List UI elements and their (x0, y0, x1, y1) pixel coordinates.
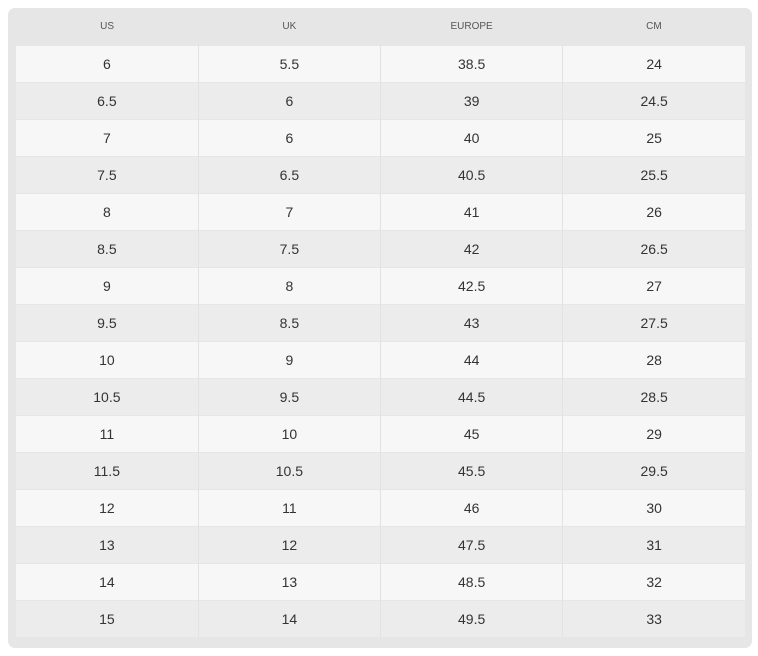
table-row: 10.5 9.5 44.5 28.5 (16, 378, 745, 416)
cell-uk: 6.5 (198, 156, 382, 194)
cell-uk: 9 (198, 341, 382, 379)
cell-cm: 25 (562, 119, 745, 157)
cell-us: 7.5 (16, 156, 199, 194)
cell-uk: 8.5 (198, 304, 382, 342)
header-cm: CM (646, 21, 662, 32)
header-europe: EUROPE (450, 21, 493, 32)
cell-us: 6.5 (16, 82, 199, 120)
cell-us: 8 (16, 193, 199, 231)
cell-uk: 13 (198, 563, 382, 601)
cell-us: 10.5 (16, 378, 199, 416)
cell-cm: 29.5 (562, 452, 745, 490)
table-row: 7 6 40 25 (16, 119, 745, 157)
cell-europe: 42.5 (380, 267, 564, 305)
table-row: 7.5 6.5 40.5 25.5 (16, 156, 745, 194)
cell-us: 7 (16, 119, 199, 157)
cell-us: 6 (16, 45, 199, 83)
table-row: 9.5 8.5 43 27.5 (16, 304, 745, 342)
table-row: 8.5 7.5 42 26.5 (16, 230, 745, 268)
cell-uk: 10 (198, 415, 382, 453)
cell-cm: 26.5 (562, 230, 745, 268)
cell-europe: 47.5 (380, 526, 564, 564)
cell-us: 10 (16, 341, 199, 379)
cell-cm: 32 (562, 563, 745, 601)
cell-cm: 28 (562, 341, 745, 379)
table-row: 8 7 41 26 (16, 193, 745, 231)
cell-us: 14 (16, 563, 199, 601)
cell-uk: 14 (198, 600, 382, 637)
table-row: 11 10 45 29 (16, 415, 745, 453)
cell-cm: 27.5 (562, 304, 745, 342)
table-row: 6 5.5 38.5 24 (16, 45, 745, 83)
cell-uk: 5.5 (198, 45, 382, 83)
cell-europe: 49.5 (380, 600, 564, 637)
table-row: 15 14 49.5 33 (16, 600, 745, 637)
table-row: 10 9 44 28 (16, 341, 745, 379)
cell-uk: 10.5 (198, 452, 382, 490)
size-chart-container: US UK EUROPE CM 6 5.5 38.5 24 6.5 6 39 24.5 7 6 40… (8, 8, 752, 648)
cell-uk: 7 (198, 193, 382, 231)
cell-cm: 31 (562, 526, 745, 564)
header-uk: UK (282, 21, 297, 32)
cell-europe: 48.5 (380, 563, 564, 601)
cell-cm: 24 (562, 45, 745, 83)
table-row: 14 13 48.5 32 (16, 563, 745, 601)
cell-europe: 40 (380, 119, 564, 157)
cell-europe: 38.5 (380, 45, 564, 83)
cell-europe: 42 (380, 230, 564, 268)
cell-uk: 11 (198, 489, 382, 527)
table-row: 6.5 6 39 24.5 (16, 82, 745, 120)
cell-cm: 30 (562, 489, 745, 527)
cell-uk: 6 (198, 82, 382, 120)
cell-us: 8.5 (16, 230, 199, 268)
cell-europe: 41 (380, 193, 564, 231)
cell-us: 9.5 (16, 304, 199, 342)
cell-uk: 12 (198, 526, 382, 564)
cell-cm: 24.5 (562, 82, 745, 120)
cell-us: 11.5 (16, 452, 199, 490)
cell-us: 9 (16, 267, 199, 305)
cell-uk: 8 (198, 267, 382, 305)
table-row: 9 8 42.5 27 (16, 267, 745, 305)
table-row: 12 11 46 30 (16, 489, 745, 527)
cell-cm: 29 (562, 415, 745, 453)
header-row: US UK EUROPE CM (16, 8, 745, 46)
cell-uk: 6 (198, 119, 382, 157)
cell-cm: 33 (562, 600, 745, 637)
cell-us: 12 (16, 489, 199, 527)
size-chart-table: US UK EUROPE CM 6 5.5 38.5 24 6.5 6 39 24.5 7 6 40… (16, 8, 745, 637)
cell-uk: 9.5 (198, 378, 382, 416)
cell-europe: 40.5 (380, 156, 564, 194)
header-us: US (100, 21, 115, 32)
cell-us: 13 (16, 526, 199, 564)
cell-europe: 45.5 (380, 452, 564, 490)
cell-europe: 39 (380, 82, 564, 120)
cell-cm: 25.5 (562, 156, 745, 194)
cell-europe: 46 (380, 489, 564, 527)
cell-europe: 43 (380, 304, 564, 342)
cell-europe: 44.5 (380, 378, 564, 416)
cell-cm: 27 (562, 267, 745, 305)
cell-europe: 45 (380, 415, 564, 453)
table-row: 11.5 10.5 45.5 29.5 (16, 452, 745, 490)
cell-us: 11 (16, 415, 199, 453)
cell-us: 15 (16, 600, 199, 637)
cell-europe: 44 (380, 341, 564, 379)
cell-cm: 26 (562, 193, 745, 231)
cell-cm: 28.5 (562, 378, 745, 416)
cell-uk: 7.5 (198, 230, 382, 268)
table-row: 13 12 47.5 31 (16, 526, 745, 564)
